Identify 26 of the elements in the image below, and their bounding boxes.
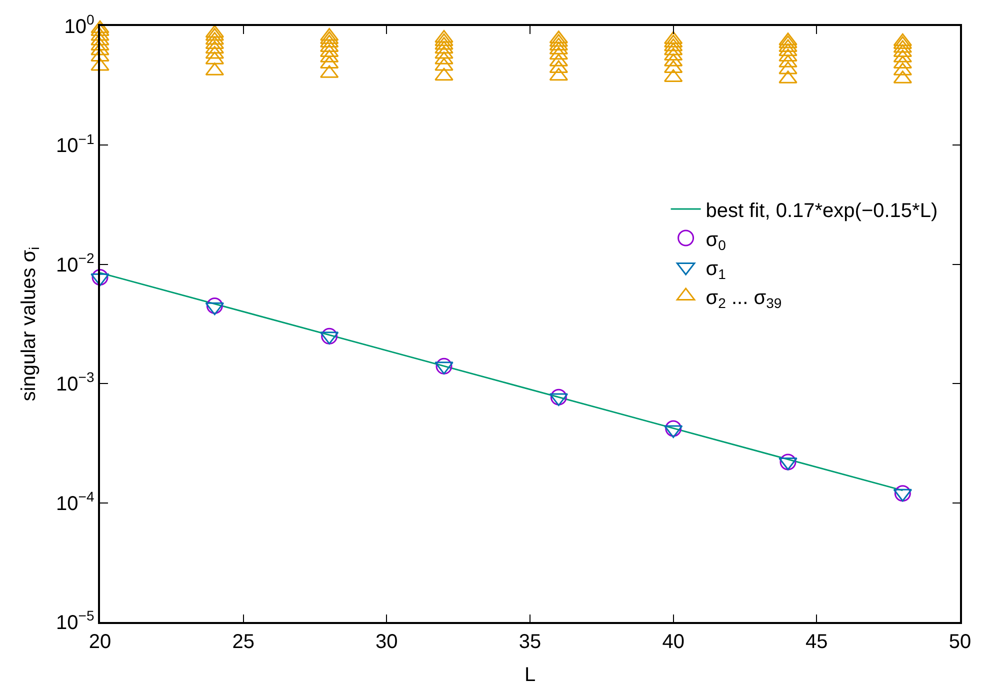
legend-label: σ$_{2}$ ... σ$_{39}$ (706, 286, 782, 311)
point (90, 273, 110, 286)
point (665, 420, 682, 437)
x-tick-label: 50 (948, 630, 972, 653)
y-tick-label: 10$^{−1}$ (56, 130, 94, 158)
y-tick-label: 10$^{−2}$ (56, 250, 94, 276)
y-tick-label: 10$^{−3}$ (56, 369, 94, 396)
x-axis-title: L (524, 664, 536, 686)
y-tick-label: 10$^{0}$ (64, 12, 94, 38)
point (436, 358, 452, 374)
point (894, 485, 911, 502)
x-tick-label: 25 (232, 630, 254, 653)
point (92, 269, 108, 286)
legend-label: best fit, 0.17*exp(−0.15*L) (706, 200, 938, 222)
point (778, 457, 798, 470)
x-tick-label: 30 (376, 630, 398, 653)
legend-label: σ$_{1}$ (706, 258, 726, 282)
y-tick-label: 10$^{−4}$ (56, 488, 94, 515)
x-tick-label: 45 (806, 630, 828, 653)
point (550, 388, 567, 406)
point (780, 454, 796, 470)
legend-label: σ$_{0}$ (706, 228, 726, 253)
x-tick-label: 35 (518, 630, 542, 653)
x-tick-label: 40 (662, 630, 684, 653)
point (321, 328, 338, 344)
point (206, 297, 223, 314)
